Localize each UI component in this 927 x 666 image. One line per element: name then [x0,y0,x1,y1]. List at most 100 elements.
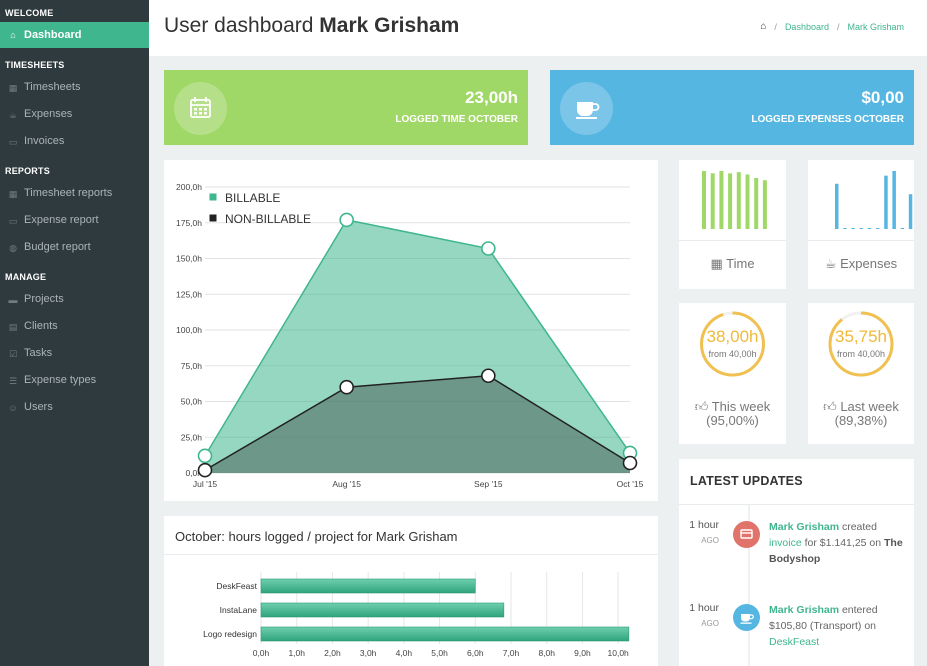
users-icon: ☺ [8,402,18,413]
data-point[interactable] [197,462,213,478]
hours-area-chart-card: 0,0h 25,0h 50,0h 75,0h 100,0h 125,0h 150,0h 175… [164,160,658,501]
sparkline-bar [719,171,724,229]
credit-card-icon [733,521,760,548]
logged-expenses-label: LOGGED EXPENSES OCTOBER [751,114,904,125]
update-user-link[interactable]: Mark Grisham [769,521,840,533]
divider [679,240,786,241]
sidebar-item-label: Expense report [24,214,99,226]
breadcrumb-user[interactable]: Mark Grisham [847,21,904,32]
sparkline-bar [908,194,913,229]
x-tick-label: 8,0h [538,648,555,658]
update-time: 1 hour [689,519,719,531]
x-tick-label: 7,0h [503,648,520,658]
sidebar-item-dashboard[interactable]: ⌂ Dashboard [0,22,149,48]
bar-deskfeast[interactable] [260,578,476,594]
area-non-billable [205,375,630,473]
update-user-link[interactable]: Mark Grisham [769,604,840,616]
sidebar-item-expense-types[interactable]: ☰ Expense types [0,367,149,394]
calendar-icon: ▦ [8,188,18,199]
legend-swatch [208,192,218,202]
sidebar-item-label: Clients [24,320,58,332]
breadcrumb-dashboard[interactable]: Dashboard [784,21,829,32]
checkbox-icon: ☑ [8,348,18,359]
x-tick-label: 1,0h [288,648,305,658]
x-tick-label: 9,0h [574,648,591,658]
divider [164,554,658,555]
update-target-link[interactable]: DeskFeast [769,636,820,648]
update-action: entered [841,604,878,616]
sidebar-item-invoices[interactable]: ▭ Invoices [0,128,149,155]
id-card-icon: ▤ [8,321,18,332]
time-caption-label: Time [726,256,755,271]
y-tick-label: 125,0h [176,289,202,299]
legend-label: NON-BILLABLE [225,212,311,226]
sidebar-item-label: Expense types [24,374,97,386]
page-header: User dashboard Mark Grisham ⌂ / Dashboar… [149,0,927,56]
folder-icon: ▬ [8,294,18,305]
sidebar-item-label: Tasks [24,347,53,359]
sparkline-bar [710,173,715,229]
data-point[interactable] [339,379,354,395]
y-tick-label: 175,0h [176,218,202,228]
data-point[interactable] [339,212,354,228]
sidebar-item-label: Timesheets [24,81,81,93]
x-tick-label: Oct '15 [617,479,644,489]
expenses-mini-card[interactable]: ☕ Expenses [808,160,914,289]
x-tick-label: Sep '15 [474,479,503,489]
calendar-icon [174,82,227,135]
area-billable [205,219,630,473]
sidebar-item-projects[interactable]: ▬ Projects [0,286,149,313]
data-point[interactable] [197,448,213,464]
data-point[interactable] [481,241,496,256]
sidebar-section-timesheets: TIMESHEETS [5,60,65,70]
sidebar-item-label: Dashboard [24,28,82,41]
sidebar-item-expense-report[interactable]: ▭ Expense report [0,207,149,234]
logged-expenses-stat: $0,00 LOGGED EXPENSES OCTOBER [550,70,914,145]
data-point[interactable] [622,455,638,471]
last-week-gauge [828,311,894,377]
sidebar-item-label: Projects [24,293,64,305]
home-icon[interactable]: ⌂ [760,21,767,32]
this-week-pct: (95,00%) [706,413,759,428]
time-caption: ▦ Time [679,256,786,272]
project-hours-bar-chart: 0,0h 1,0h 2,0h 3,0h 4,0h 5,0h 6,0h 7,0h 8,0h 9,0h… [203,572,630,658]
y-category-label: InstaLane [220,605,258,615]
bar-instalane[interactable] [260,602,505,618]
sidebar-item-expenses[interactable]: ☕ Expenses [0,101,149,128]
update-action: created [841,521,877,533]
sidebar-item-label: Expenses [24,108,73,120]
time-mini-card[interactable]: ▦ Time [679,160,786,289]
divider [679,504,914,505]
sparkline-bar [892,171,896,229]
credit-card-icon: ▭ [8,136,18,147]
breadcrumb: ⌂ / Dashboard / Mark Grisham [760,21,904,32]
this-week-card[interactable]: 38,00h from 40,00h 👍︎ This week (95,00%) [679,303,786,444]
sparkline-bar [702,171,706,229]
sidebar-item-timesheets[interactable]: ▦ Timesheets [0,74,149,101]
expenses-sparkline [835,171,913,229]
update-time: 1 hour [689,602,719,614]
data-point[interactable] [481,368,496,384]
logged-time-label: LOGGED TIME OCTOBER [395,114,518,125]
this-week-label: This week [711,399,771,414]
sidebar-item-timesheet-reports[interactable]: ▦ Timesheet reports [0,180,149,207]
logged-expenses-value: $0,00 [861,88,904,107]
sidebar-item-tasks[interactable]: ☑ Tasks [0,340,149,367]
sidebar-item-clients[interactable]: ▤ Clients [0,313,149,340]
calendar-icon: ▦ [8,82,18,93]
sidebar-item-budget-report[interactable]: ◍ Budget report [0,234,149,261]
update-time-unit: AGO [701,536,719,545]
x-tick-label: 2,0h [324,648,341,658]
sparkline-bar [728,173,733,229]
page-title: User dashboard Mark Grisham [164,14,459,38]
bar-logo-redesign[interactable] [260,626,630,642]
sidebar-item-users[interactable]: ☺ Users [0,394,149,421]
sparkline-bar [900,228,905,229]
this-week-value: 38,00h [706,327,759,346]
sidebar: WELCOME ⌂ Dashboard TIMESHEETS ▦ Timeshe… [0,0,149,666]
sidebar-item-label: Invoices [24,135,65,147]
sparkline-bar [876,228,880,229]
update-object-link[interactable]: invoice [769,537,802,549]
time-sparkline [702,171,767,229]
last-week-card[interactable]: 35,75h from 40,00h 👍︎ Last week (89,38%) [808,303,914,444]
